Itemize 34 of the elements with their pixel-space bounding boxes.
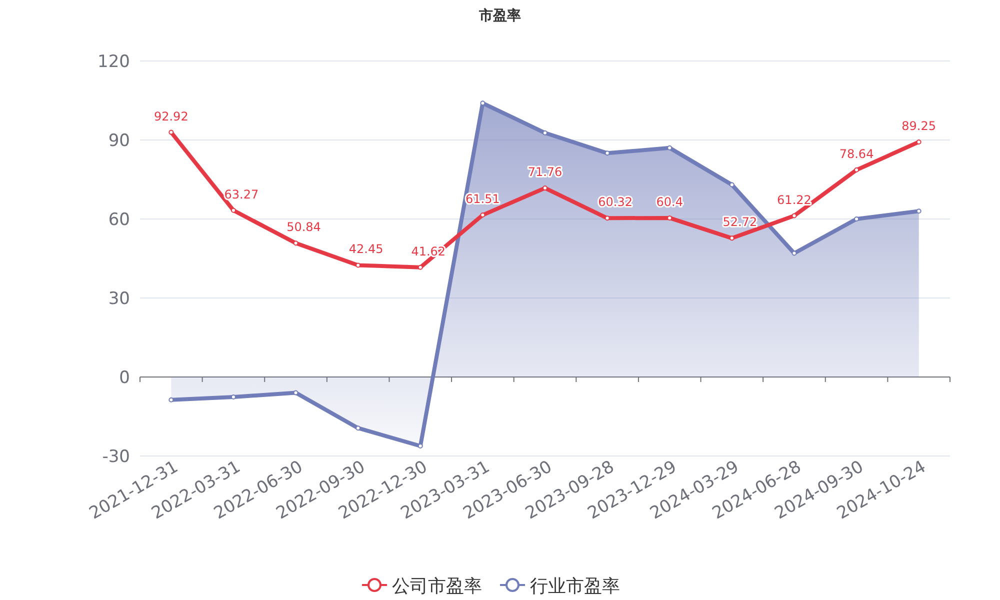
text: 89.25 xyxy=(902,118,936,133)
point xyxy=(542,130,548,136)
point xyxy=(792,213,797,218)
point xyxy=(729,236,734,241)
y-tick-label: 30 xyxy=(108,289,130,309)
y-tick-label: 120 xyxy=(98,52,130,72)
legend-label: 公司市盈率 xyxy=(392,576,482,597)
y-tick-label: 0 xyxy=(119,368,130,388)
point xyxy=(168,130,174,135)
chart-title: 市盈率 xyxy=(478,7,521,24)
text: 61.22 xyxy=(777,192,812,207)
point xyxy=(542,186,548,191)
text: 78.64 xyxy=(839,146,874,161)
text: 60.32 xyxy=(598,195,632,210)
point xyxy=(792,250,797,256)
point xyxy=(480,212,486,218)
y-tick-label: 60 xyxy=(108,210,130,230)
text: 52.72 xyxy=(722,215,758,230)
point xyxy=(230,208,236,213)
text: 50.84 xyxy=(286,220,321,234)
y-tick-label: 90 xyxy=(108,131,130,151)
y-tick-label: -30 xyxy=(102,447,130,467)
text: 60.4 xyxy=(656,194,683,209)
text: 71.76 xyxy=(528,165,562,180)
text: 42.45 xyxy=(348,242,384,256)
point xyxy=(356,426,361,431)
text: 63.27 xyxy=(224,187,259,202)
point xyxy=(293,240,298,246)
legend-label: 行业市盈率 xyxy=(530,576,620,597)
point xyxy=(729,182,734,188)
point xyxy=(854,167,860,172)
text: 92.92 xyxy=(154,109,188,124)
point xyxy=(916,139,922,144)
text: 61.51 xyxy=(466,192,500,206)
